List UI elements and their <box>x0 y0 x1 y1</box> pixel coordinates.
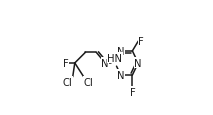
Text: F: F <box>63 58 69 68</box>
Text: F: F <box>138 37 144 47</box>
Text: F: F <box>130 87 135 97</box>
Text: HN: HN <box>108 53 122 63</box>
Text: Cl: Cl <box>84 77 94 87</box>
Text: Cl: Cl <box>63 77 73 87</box>
Text: N: N <box>117 46 125 56</box>
Text: N: N <box>117 70 125 80</box>
Text: N: N <box>134 58 142 68</box>
Text: N: N <box>101 58 109 68</box>
